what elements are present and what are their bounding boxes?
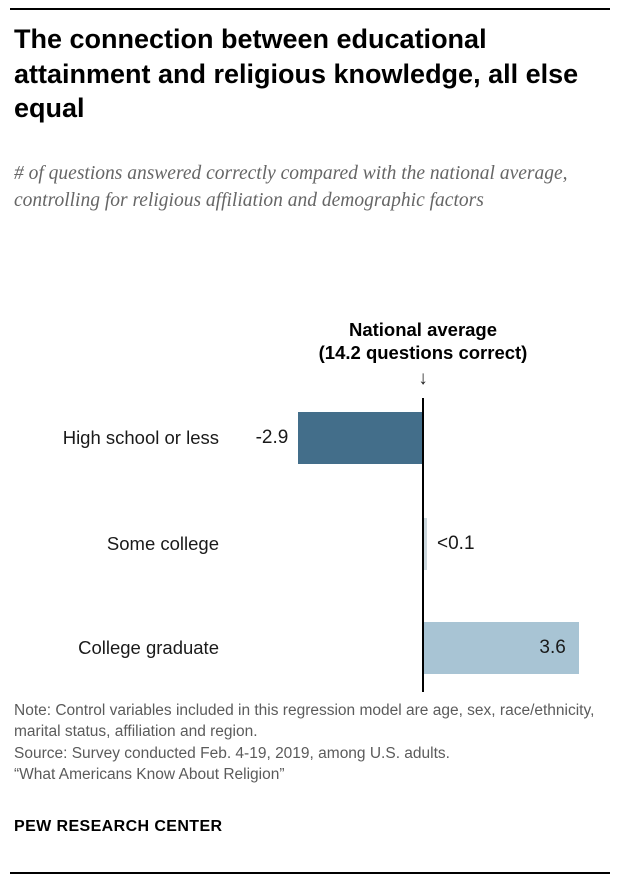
note-text: Note: Control variables included in this… (14, 702, 595, 741)
chart-subtitle: # of questions answered correctly compar… (14, 163, 568, 212)
value-label: 3.6 (539, 637, 566, 658)
bottom-divider (10, 872, 610, 874)
bar-some-college (424, 518, 427, 570)
value-label: <0.1 (437, 533, 475, 554)
quote-text: “What Americans Know About Religion” (14, 766, 285, 784)
category-label: College graduate (78, 637, 219, 658)
national-average-baseline (422, 398, 424, 692)
footnotes: Note: Control variables included in this… (14, 700, 608, 786)
top-divider (10, 8, 610, 10)
down-arrow-icon: ↓ (418, 368, 428, 389)
value-label: -2.9 (255, 427, 289, 448)
category-label: High school or less (62, 427, 219, 448)
chart-title: The connection between educational attai… (14, 24, 579, 124)
national-average-label-line1: National average (348, 319, 498, 340)
source-text: Source: Survey conducted Feb. 4-19, 2019… (14, 744, 450, 762)
bar-high-school (298, 412, 423, 464)
bar-row-high-school: High school or less -2.9 (0, 410, 620, 466)
category-label: Some college (106, 533, 219, 554)
bar-college-graduate (424, 622, 579, 674)
bar-row-college-graduate: College graduate 3.6 (0, 620, 620, 676)
national-average-label: National average (14.2 questions correct… (263, 318, 583, 364)
bar-row-some-college: Some college <0.1 (0, 516, 620, 572)
national-average-label-line2: (14.2 questions correct) (318, 342, 528, 364)
brand-label: PEW RESEARCH CENTER (14, 818, 223, 835)
